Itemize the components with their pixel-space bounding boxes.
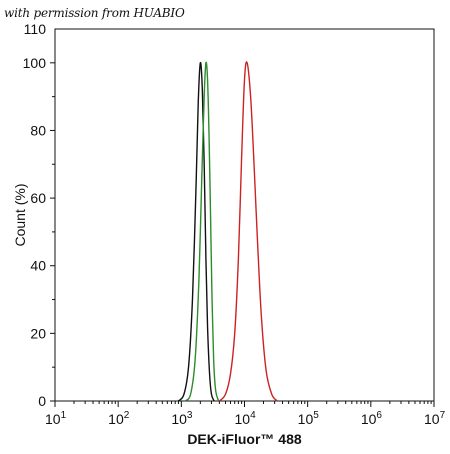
- y-axis-label: Count (%): [12, 183, 28, 246]
- y-tick-label: 100: [23, 55, 47, 71]
- histogram-curve-3: [218, 61, 278, 402]
- x-tick-label: 106: [361, 410, 383, 427]
- y-tick-label: 40: [30, 258, 46, 274]
- x-tick-label: 105: [298, 410, 320, 427]
- x-tick-label: 104: [235, 410, 257, 427]
- x-tick-label: 107: [424, 410, 446, 427]
- x-tick-label: 103: [171, 410, 193, 427]
- histogram-series: [177, 61, 278, 402]
- y-tick-label-top: 110: [24, 21, 47, 37]
- x-tick-label: 102: [108, 410, 130, 427]
- histogram-curve-2: [184, 61, 220, 402]
- histogram-curve-1: [177, 61, 215, 402]
- y-tick-label: 60: [30, 190, 46, 206]
- x-tick-label: 101: [45, 410, 67, 427]
- x-axis-label: DEK-iFluor™ 488: [187, 431, 302, 447]
- axis-ticks: 101 102 103 104 105 106 107 0 20 40 60 80 100 110: [23, 21, 446, 427]
- y-tick-label: 0: [38, 393, 46, 409]
- watermark-text: with permission from HUABIO: [4, 6, 185, 20]
- y-tick-label: 80: [30, 122, 46, 138]
- y-tick-label: 20: [30, 325, 46, 341]
